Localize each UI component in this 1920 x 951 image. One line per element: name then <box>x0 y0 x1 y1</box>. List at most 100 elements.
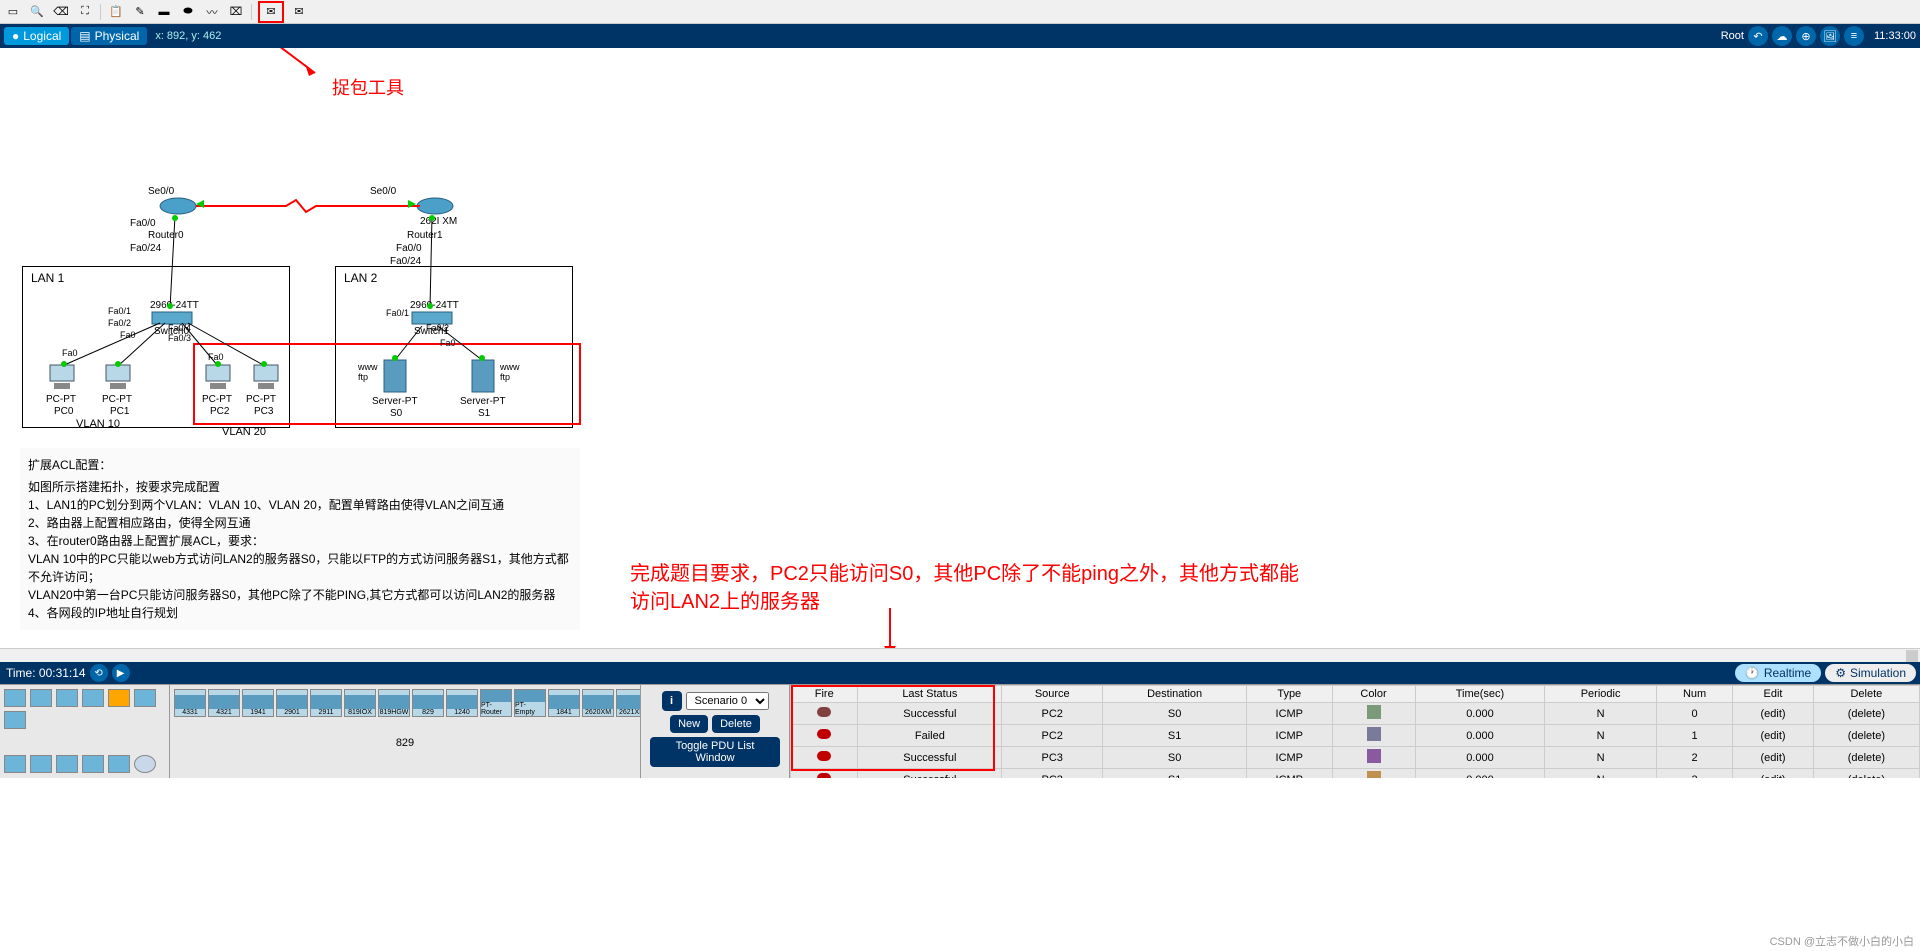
router1-if-se: Se0/0 <box>370 186 396 197</box>
simulation-tab[interactable]: ⚙ Simulation <box>1825 664 1916 682</box>
desc-l3: 2、路由器上配置相应路由，使得全网互通 <box>28 514 572 532</box>
pdu-row[interactable]: SuccessfulPC2S0ICMP0.000N0(edit)(delete) <box>791 703 1920 725</box>
select-tool[interactable]: ▭ <box>4 3 22 21</box>
palette-sub1[interactable] <box>4 755 26 773</box>
physical-tab[interactable]: ▤ Physical <box>71 27 147 45</box>
delete-tool[interactable]: ⌫ <box>52 3 70 21</box>
model-PT-Router[interactable]: PT-Router <box>480 689 512 717</box>
device-strip: 43314321194129012911819IOX819HGW8291240P… <box>170 685 640 778</box>
model-1240[interactable]: 1240 <box>446 689 478 717</box>
pc0-name: PC0 <box>54 406 73 417</box>
watermark: CSDN @立志不做小白的小白 <box>1770 933 1914 949</box>
pc1[interactable] <box>100 363 136 393</box>
s1-name: S1 <box>478 408 490 419</box>
model-829[interactable]: 829 <box>412 689 444 717</box>
add-simple-pdu-tool[interactable]: ✉ <box>258 1 284 23</box>
palette-wireless[interactable] <box>82 689 104 707</box>
oval-tool[interactable]: ⬬ <box>179 3 197 21</box>
palette-hub[interactable] <box>56 689 78 707</box>
palette-router[interactable] <box>4 689 26 707</box>
zoom-tool[interactable]: 🔍 <box>28 3 46 21</box>
rect-tool[interactable]: ▬ <box>155 3 173 21</box>
pdu-row[interactable]: FailedPC2S1ICMP0.000N1(edit)(delete) <box>791 725 1920 747</box>
pdu-row[interactable]: SuccessfulPC3S0ICMP0.000N2(edit)(delete) <box>791 747 1920 769</box>
model-1941[interactable]: 1941 <box>242 689 274 717</box>
palette-sub5[interactable] <box>108 755 130 773</box>
router1-label2: 262I XM <box>420 216 457 227</box>
palette-sub4[interactable] <box>82 755 104 773</box>
cloud-icon[interactable]: ☁ <box>1772 26 1792 46</box>
pc2[interactable] <box>200 363 236 393</box>
lan2-label: LAN 2 <box>344 271 377 285</box>
pdu-col-num: Num <box>1656 686 1733 703</box>
pc2-if: Fa0 <box>208 352 224 362</box>
pdu-col-fire: Fire <box>791 686 858 703</box>
physical-label: Physical <box>95 29 140 43</box>
play-icon[interactable]: ▶ <box>112 664 130 682</box>
bottom-panel: 43314321194129012911819IOX819HGW8291240P… <box>0 684 1920 778</box>
pc3[interactable] <box>248 363 284 393</box>
note-tool[interactable]: 📋 <box>107 3 125 21</box>
palette-sub3[interactable] <box>56 755 78 773</box>
info-button[interactable]: i <box>662 691 682 711</box>
workspace-canvas[interactable]: 捉包工具 LAN 1 LAN 2 Se0/0 Fa0/0 Router0 Fa0… <box>0 48 1920 648</box>
model-2620XM[interactable]: 2620XM <box>582 689 614 717</box>
pc0[interactable] <box>44 363 80 393</box>
delete-button[interactable]: Delete <box>712 715 760 733</box>
model-1841[interactable]: 1841 <box>548 689 580 717</box>
realtime-tab[interactable]: 🕐 Realtime <box>1735 664 1821 682</box>
reset-icon[interactable]: ⟲ <box>90 664 108 682</box>
logical-tab[interactable]: ● Logical <box>4 27 69 45</box>
palette-connections[interactable] <box>108 689 130 707</box>
model-4321[interactable]: 4321 <box>208 689 240 717</box>
model-2911[interactable]: 2911 <box>310 689 342 717</box>
pc2-type: PC-PT <box>202 394 232 405</box>
top-toolbar: ▭ 🔍 ⌫ ⛶ 📋 ✎ ▬ ⬬ 〰 ⌧ ✉ ✉ <box>0 0 1920 24</box>
root-label[interactable]: Root <box>1721 30 1744 42</box>
pdu-col-source: Source <box>1002 686 1103 703</box>
picture-icon[interactable]: 🖼 <box>1820 26 1840 46</box>
env-icon[interactable]: ≡ <box>1844 26 1864 46</box>
eraser-tool[interactable]: ⌧ <box>227 3 245 21</box>
scenario-select[interactable]: Scenario 0 <box>686 692 769 710</box>
server1[interactable] <box>470 358 496 394</box>
anno-result-2: 访问LAN2上的服务器 <box>630 588 1299 616</box>
h-scrollbar[interactable] <box>0 648 1920 662</box>
sep <box>251 4 252 20</box>
palette-cloud[interactable] <box>134 755 156 773</box>
draw-tool[interactable]: ✎ <box>131 3 149 21</box>
s0-type: Server-PT <box>372 396 418 407</box>
scroll-thumb[interactable] <box>1906 650 1918 662</box>
desc-l4: 3、在router0路由器上配置扩展ACL，要求： <box>28 532 572 550</box>
target-icon[interactable]: ⊕ <box>1796 26 1816 46</box>
serial-link <box>196 198 420 214</box>
model-819HGW[interactable]: 819HGW <box>378 689 410 717</box>
palette-sub2[interactable] <box>30 755 52 773</box>
desc-l2: 1、LAN1的PC划分到两个VLAN：VLAN 10、VLAN 20，配置单臂路… <box>28 496 572 514</box>
model-2621XM[interactable]: 2621XM <box>616 689 640 717</box>
lan1-label: LAN 1 <box>31 271 64 285</box>
add-complex-pdu-tool[interactable]: ✉ <box>290 3 308 21</box>
resize-tool[interactable]: ⛶ <box>76 3 94 21</box>
status-bar: Time: 00:31:14 ⟲ ▶ 🕐 Realtime ⚙ Simulati… <box>0 662 1920 684</box>
palette-wan[interactable] <box>4 711 26 729</box>
sw0-fa04: Fa0/4 <box>168 323 191 333</box>
palette-end[interactable] <box>134 689 156 707</box>
router1[interactable] <box>415 196 455 216</box>
pdu-row[interactable]: SuccessfulPC3S1ICMP0.000N3(edit)(delete) <box>791 769 1920 779</box>
sep <box>100 4 101 20</box>
model-819IOX[interactable]: 819IOX <box>344 689 376 717</box>
server0[interactable] <box>382 358 408 394</box>
model-4331[interactable]: 4331 <box>174 689 206 717</box>
back-icon[interactable]: ↶ <box>1748 26 1768 46</box>
desc-l5: VLAN 10中的PC只能以web方式访问LAN2的服务器S0，只能以FTP的方… <box>28 550 572 586</box>
model-2901[interactable]: 2901 <box>276 689 308 717</box>
model-PT-Empty[interactable]: PT-Empty <box>514 689 546 717</box>
view-bar: ● Logical ▤ Physical x: 892, y: 462 Root… <box>0 24 1920 48</box>
freeform-tool[interactable]: 〰 <box>203 3 221 21</box>
palette-switch[interactable] <box>30 689 52 707</box>
router0-if-fa024: Fa0/24 <box>130 243 161 254</box>
new-button[interactable]: New <box>670 715 708 733</box>
toggle-pdu-button[interactable]: Toggle PDU List Window <box>650 737 780 767</box>
router0[interactable] <box>158 196 198 216</box>
